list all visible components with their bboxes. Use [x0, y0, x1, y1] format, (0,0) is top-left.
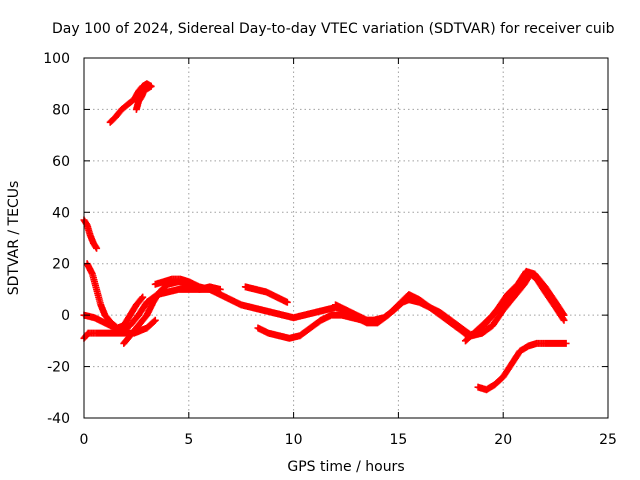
- y-tick-label: 20: [52, 257, 70, 273]
- y-tick-label: -20: [47, 360, 70, 376]
- y-tick-label: 60: [52, 154, 70, 170]
- plot-frame: [83, 57, 609, 419]
- y-tick-label: 100: [43, 51, 70, 67]
- data-points: [80, 80, 570, 394]
- x-tick-label: 0: [80, 432, 89, 448]
- data-point-markers: [106, 80, 155, 126]
- series-arc-a: [106, 80, 155, 126]
- x-tick-labels: 0 5 10 15 20 25: [80, 432, 617, 448]
- data-point-markers: [241, 283, 291, 306]
- series-arc-b: [132, 82, 155, 113]
- x-tick-label: 10: [285, 432, 303, 448]
- series-arc-m: [474, 339, 570, 394]
- x-tick-label: 5: [184, 432, 193, 448]
- grid: [84, 58, 608, 418]
- y-tick-label: 0: [61, 308, 70, 324]
- y-tick-labels: -40 -20 0 20 40 60 80 100: [43, 51, 70, 427]
- data-point-markers: [132, 82, 155, 113]
- data-point-markers: [461, 278, 526, 345]
- y-tick-label: 80: [52, 102, 70, 118]
- x-axis-label: GPS time / hours: [287, 459, 404, 475]
- series-arc-i: [241, 283, 291, 306]
- x-tick-label: 25: [599, 432, 617, 448]
- data-point-markers: [80, 216, 101, 252]
- data-point-markers: [474, 339, 570, 394]
- x-tick-label: 15: [389, 432, 407, 448]
- y-tick-label: 40: [52, 205, 70, 221]
- series-arc-l: [461, 278, 526, 345]
- series-arc-c: [80, 216, 101, 252]
- series-arc-h: [151, 275, 222, 296]
- y-axis-label: SDTVAR / TECUs: [6, 181, 22, 296]
- x-tick-label: 20: [494, 432, 512, 448]
- y-tick-label: -40: [47, 411, 70, 427]
- axis-ticks: [83, 57, 609, 419]
- data-point-markers: [151, 275, 222, 296]
- chart-title: Day 100 of 2024, Sidereal Day-to-day VTE…: [52, 21, 615, 37]
